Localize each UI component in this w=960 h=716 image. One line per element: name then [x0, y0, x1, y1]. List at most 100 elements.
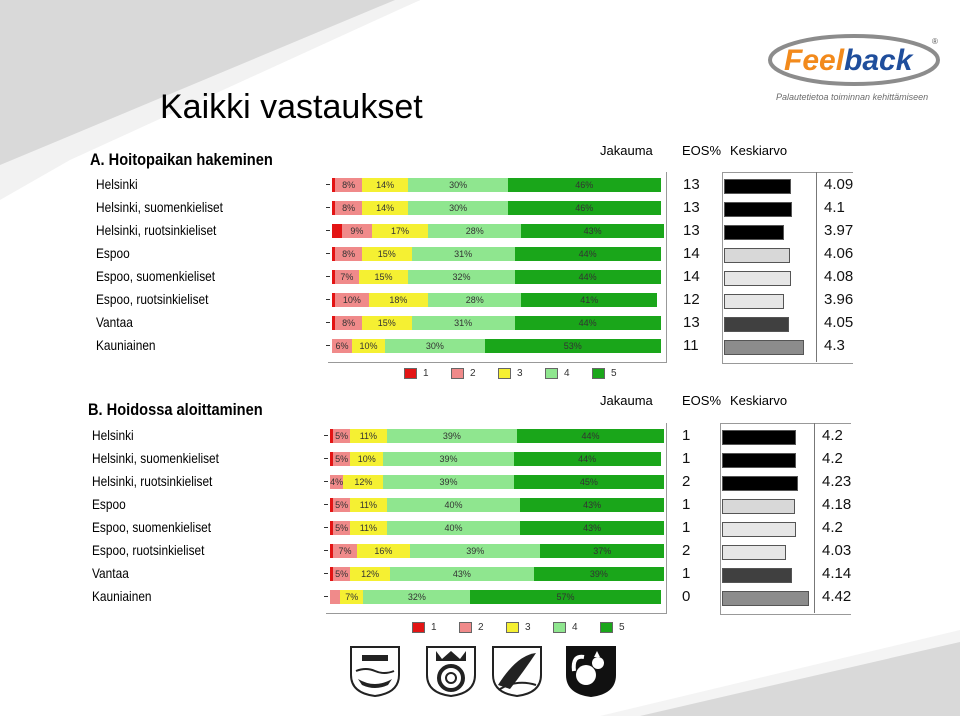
legend-label: 3: [517, 368, 523, 380]
bar-segment-2: 7%: [333, 544, 357, 558]
bar-segment-4: 28%: [428, 224, 522, 238]
bar-segment-3: 15%: [361, 247, 412, 261]
bar-segment-3: 17%: [371, 224, 429, 238]
legend-swatch: [592, 368, 605, 379]
mean-bar: [724, 317, 789, 332]
bar-segment-2: 8%: [335, 247, 362, 261]
bar-segment-3: 12%: [343, 475, 384, 489]
vantaa-crest-icon: [492, 646, 542, 697]
row-label: Helsinki: [96, 176, 138, 192]
bar-segment-4: 39%: [410, 544, 541, 558]
bar-segment-3: 14%: [361, 178, 409, 192]
row-label: Kauniainen: [96, 337, 156, 353]
bar-segment-3: 11%: [350, 498, 387, 512]
row-tick: [326, 345, 330, 346]
eos-value: 1: [682, 519, 691, 536]
legend-swatch: [600, 622, 613, 633]
row-label: Kauniainen: [92, 588, 152, 604]
mean-value: 4.2: [822, 450, 843, 467]
chart-legend: 1 2 3 4 5: [404, 368, 644, 382]
bar-segment-3: 16%: [356, 544, 411, 558]
bar-segment-2: 7%: [335, 270, 359, 284]
bar-segment-1: [332, 224, 342, 238]
mean-bar: [724, 294, 784, 309]
bar-segment-1: [330, 521, 334, 535]
stacked-bar: 7% 15% 32% 44%: [332, 270, 664, 284]
helsinki-crest-icon: [350, 646, 400, 697]
bar-segment-5: 44%: [513, 452, 661, 466]
page-title: Kaikki vastaukset: [160, 88, 423, 126]
mean-bar: [724, 225, 785, 240]
mean-chart-divider: [816, 172, 817, 362]
bar-segment-3: 10%: [350, 452, 384, 466]
eos-value: 11: [683, 337, 699, 354]
mean-value: 4.42: [822, 588, 852, 605]
stacked-bar: 9% 17% 28% 43%: [332, 224, 664, 238]
section-a-eos-header: EOS%: [682, 143, 722, 158]
row-tick: [326, 230, 330, 231]
legend-label: 3: [525, 622, 531, 634]
stacked-bar: 5% 11% 39% 44%: [330, 429, 664, 443]
row-label: Helsinki: [92, 427, 134, 443]
bar-segment-5: 46%: [507, 201, 661, 215]
bar-segment-2: 8%: [335, 201, 362, 215]
bar-segment-5: 53%: [484, 339, 661, 353]
mean-bar: [724, 271, 791, 286]
bar-segment-3: 15%: [361, 316, 412, 330]
bar-segment-4: 32%: [408, 270, 515, 284]
stacked-bar: 4% 12% 39% 45%: [330, 475, 664, 489]
mean-value: 4.3: [824, 337, 845, 354]
row-tick: [326, 207, 330, 208]
section-a-mean-header: Keskiarvo: [730, 143, 788, 158]
row-tick: [326, 322, 330, 323]
stacked-bar: 7% 32% 57%: [330, 590, 664, 604]
stacked-bar: 8% 15% 31% 44%: [332, 247, 664, 261]
stacked-bar: 5% 11% 40% 43%: [330, 521, 664, 535]
row-tick: [324, 573, 328, 574]
mean-value: 4.18: [822, 496, 852, 513]
mean-bar: [722, 430, 796, 445]
legend-swatch: [506, 622, 519, 633]
bar-segment-3: 15%: [358, 270, 409, 284]
mean-bar: [722, 453, 796, 468]
row-label: Helsinki, ruotsinkieliset: [96, 222, 217, 238]
legend-label: 2: [470, 368, 476, 380]
row-label: Espoo, ruotsinkieliset: [96, 291, 209, 307]
stacked-bar: 5% 11% 40% 43%: [330, 498, 664, 512]
legend-item-5: 5: [592, 368, 617, 379]
row-tick: [326, 276, 330, 277]
legend-label: 1: [431, 622, 437, 634]
bar-segment-1: [332, 178, 336, 192]
espoo-crest-icon: [426, 646, 476, 697]
mean-bar: [722, 499, 795, 514]
logo-feel-text: Feel: [784, 44, 845, 77]
bar-segment-1: [332, 201, 336, 215]
row-label: Espoo: [92, 496, 126, 512]
mean-value: 4.14: [822, 565, 852, 582]
bar-segment-1: [330, 567, 334, 581]
bar-segment-4: 31%: [411, 247, 515, 261]
svg-text:Feelback: Feelback: [784, 44, 914, 77]
stacked-bar: 10% 18% 28% 41%: [332, 293, 664, 307]
bar-segment-4: 30%: [408, 201, 508, 215]
legend-item-2: 2: [451, 368, 476, 379]
row-tick: [326, 299, 330, 300]
legend-label: 5: [619, 622, 625, 634]
bar-segment-3: 12%: [350, 567, 391, 581]
row-label: Vantaa: [92, 565, 129, 581]
legend-item-1: 1: [412, 622, 437, 633]
legend-item-4: 4: [553, 622, 578, 633]
bar-segment-2: [330, 590, 341, 604]
mean-value: 3.96: [824, 291, 854, 308]
row-tick: [324, 458, 328, 459]
bar-segment-5: 43%: [520, 521, 664, 535]
eos-value: 12: [683, 291, 700, 308]
eos-value: 1: [682, 427, 691, 444]
row-tick: [326, 184, 330, 185]
legend-label: 2: [478, 622, 484, 634]
row-tick: [326, 253, 330, 254]
bar-segment-5: 46%: [507, 178, 661, 192]
mean-value: 3.97: [824, 222, 854, 239]
bar-segment-4: 39%: [386, 429, 518, 443]
